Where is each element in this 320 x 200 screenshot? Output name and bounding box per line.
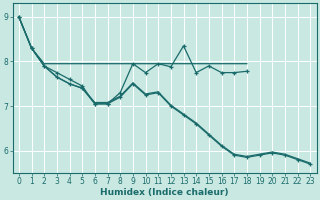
X-axis label: Humidex (Indice chaleur): Humidex (Indice chaleur) — [100, 188, 229, 197]
